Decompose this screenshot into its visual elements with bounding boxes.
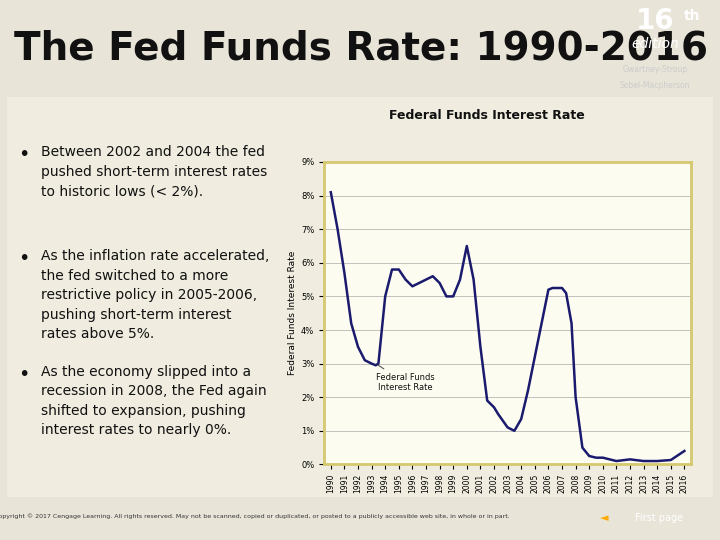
- Text: As the economy slipped into a
recession in 2008, the Fed again
shifted to expans: As the economy slipped into a recession …: [41, 365, 266, 437]
- Text: Copyright © 2017 Cengage Learning. All rights reserved. May not be scanned, copi: Copyright © 2017 Cengage Learning. All r…: [0, 514, 510, 519]
- Text: •: •: [18, 365, 29, 384]
- FancyBboxPatch shape: [0, 91, 720, 503]
- Y-axis label: Federal Funds Interest Rate: Federal Funds Interest Rate: [288, 251, 297, 375]
- Text: 16: 16: [636, 8, 675, 36]
- Text: As the inflation rate accelerated,
the fed switched to a more
restrictive policy: As the inflation rate accelerated, the f…: [41, 249, 269, 341]
- Text: Federal Funds Interest Rate: Federal Funds Interest Rate: [389, 109, 585, 122]
- Text: Sobel-Macpherson: Sobel-Macpherson: [620, 81, 690, 90]
- Text: First page: First page: [636, 514, 683, 523]
- Text: The Fed Funds Rate: 1990-2016: The Fed Funds Rate: 1990-2016: [14, 30, 708, 68]
- Text: •: •: [18, 249, 29, 268]
- Text: edition: edition: [631, 37, 679, 51]
- Text: Between 2002 and 2004 the fed
pushed short-term interest rates
to historic lows : Between 2002 and 2004 the fed pushed sho…: [41, 145, 267, 198]
- Text: ◄: ◄: [600, 514, 608, 523]
- Text: •: •: [18, 145, 29, 164]
- Text: Federal Funds
Interest Rate: Federal Funds Interest Rate: [377, 365, 435, 393]
- Text: Gwartney-Stroup: Gwartney-Stroup: [623, 65, 688, 75]
- Text: th: th: [684, 9, 701, 23]
